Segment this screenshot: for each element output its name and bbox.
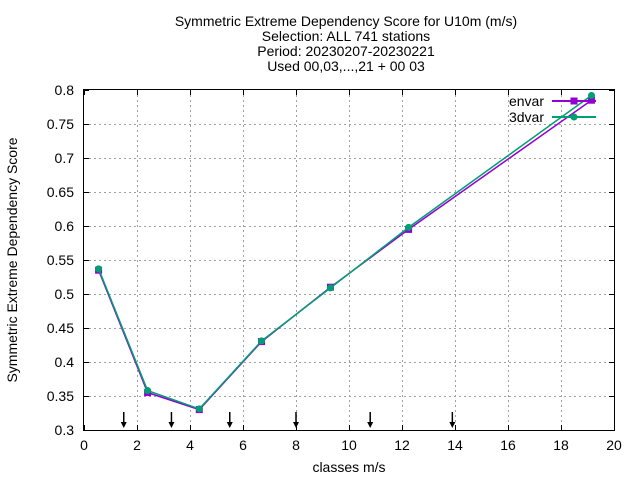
chart-title-line-4: Used 00,03,...,21 + 00 03 (267, 58, 425, 74)
legend-label-envar: envar (509, 93, 544, 109)
y-tick-label: 0.8 (55, 82, 75, 98)
y-tick-label: 0.65 (47, 184, 74, 200)
y-axis-label: Symmetric Extreme Dependency Score (4, 137, 20, 382)
x-tick-label: 10 (341, 437, 357, 453)
y-tick-label: 0.45 (47, 320, 74, 336)
grid (84, 90, 614, 430)
chart-title: Symmetric Extreme Dependency Score for U… (175, 13, 517, 74)
series-layer (95, 91, 595, 414)
arrow-head (120, 422, 127, 428)
data-point-3dvar (195, 405, 203, 413)
series-line-envar (97, 99, 592, 411)
class-boundary-arrow (367, 412, 374, 428)
legend: envar 3dvar (509, 93, 596, 125)
y-tick-label: 0.5 (55, 286, 75, 302)
class-boundary-arrow (226, 412, 233, 428)
plot-frame (83, 89, 615, 431)
x-tick-label: 6 (239, 437, 247, 453)
y-tick-label: 0.35 (47, 388, 74, 404)
y-tick-label: 0.4 (55, 354, 75, 370)
x-tick-label: 14 (447, 437, 463, 453)
x-tick-label: 20 (606, 437, 622, 453)
chart-title-line-2: Selection: ALL 741 stations (262, 28, 430, 44)
legend-marker-envar (570, 97, 578, 105)
arrow-head (449, 422, 456, 428)
data-point-3dvar (144, 387, 152, 395)
class-boundary-arrow (168, 412, 175, 428)
series-line-3dvar (97, 94, 592, 410)
legend-marker-3dvar (570, 113, 578, 121)
legend-label-3dvar: 3dvar (509, 109, 544, 125)
y-tick-label: 0.55 (47, 252, 74, 268)
data-point-3dvar (405, 223, 413, 231)
y-axis-ticks: 0.3 0.35 0.4 0.45 0.5 0.55 0.6 0.65 0.7 0.75 0.8 (47, 82, 614, 438)
x-tick-label: 12 (394, 437, 410, 453)
y-tick-label: 0.7 (55, 150, 75, 166)
y-tick-label: 0.6 (55, 218, 75, 234)
data-point-3dvar (95, 265, 103, 273)
data-point-3dvar (326, 284, 334, 292)
y-tick-label: 0.3 (55, 422, 75, 438)
class-boundary-arrows (120, 412, 456, 428)
class-boundary-arrow (449, 412, 456, 428)
y-tick-label: 0.75 (47, 116, 74, 132)
chart-title-line-3: Period: 20230207-20230221 (257, 43, 435, 59)
series-envar (95, 96, 595, 414)
series-3dvar (95, 91, 595, 413)
x-tick-label: 8 (292, 437, 300, 453)
class-boundary-arrow (120, 412, 127, 428)
arrow-head (168, 422, 175, 428)
data-point-3dvar (587, 91, 595, 99)
legend-entry-envar: envar (509, 93, 596, 109)
legend-entry-3dvar: 3dvar (509, 109, 596, 125)
x-tick-label: 0 (80, 437, 88, 453)
x-axis-label: classes m/s (312, 459, 385, 475)
x-tick-label: 18 (553, 437, 569, 453)
x-tick-label: 4 (186, 437, 194, 453)
arrow-head (226, 422, 233, 428)
x-axis-ticks: 0 2 4 6 8 10 12 14 16 18 20 (80, 90, 622, 453)
x-tick-label: 2 (133, 437, 141, 453)
x-tick-label: 16 (500, 437, 516, 453)
data-point-3dvar (258, 337, 266, 345)
arrow-head (367, 422, 374, 428)
chart-title-line-1: Symmetric Extreme Dependency Score for U… (175, 13, 517, 29)
